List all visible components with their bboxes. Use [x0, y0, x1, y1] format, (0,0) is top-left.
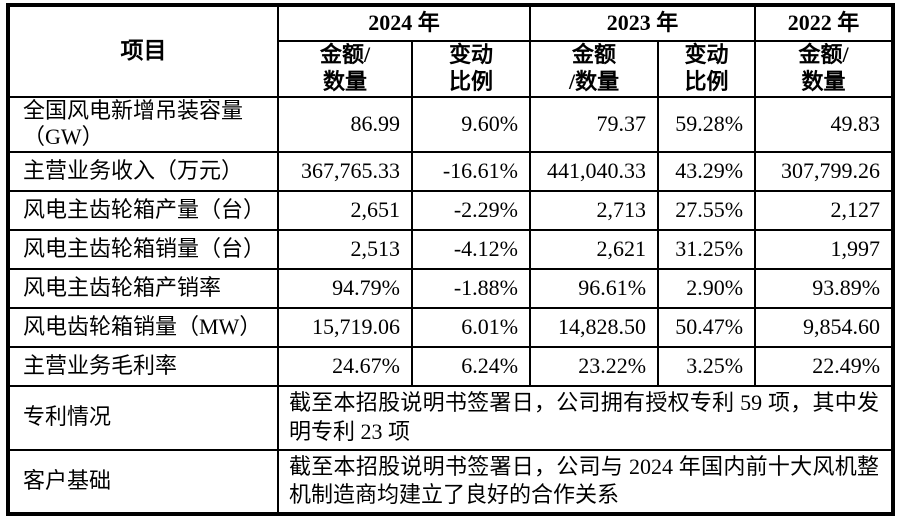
year-header-2022: 2022 年: [754, 4, 895, 42]
cell-amount-2024: 24.67%: [277, 346, 413, 388]
subheader-amount-2024: 金额/ 数量: [277, 40, 413, 98]
row-label: 风电主齿轮箱销量（台）: [7, 229, 279, 271]
table-row: 主营业务毛利率 24.67% 6.24% 23.22% 3.25% 22.49%: [7, 346, 895, 388]
subheader-amount-2022: 金额/ 数量: [754, 40, 895, 98]
cell-change-2023: 27.55%: [657, 190, 757, 232]
cell-change-2024: -1.88%: [410, 268, 532, 310]
header-year-row: 项目 2024 年 2023 年 2022 年: [7, 4, 895, 98]
cell-amount-2022: 93.89%: [754, 268, 895, 310]
cell-change-2024: 9.60%: [410, 95, 532, 154]
cell-amount-2023: 2,621: [529, 229, 660, 271]
table-row: 风电齿轮箱销量（MW） 15,719.06 6.01% 14,828.50 50…: [7, 307, 895, 349]
cell-change-2024: 6.24%: [410, 346, 532, 388]
cell-change-2024: -2.29%: [410, 190, 532, 232]
cell-change-2023: 31.25%: [657, 229, 757, 271]
row-label: 主营业务毛利率: [7, 346, 279, 388]
cell-amount-2022: 22.49%: [754, 346, 895, 388]
cell-change-2024: -4.12%: [410, 229, 532, 271]
item-column-header: 项目: [7, 4, 279, 98]
cell-change-2024: 6.01%: [410, 307, 532, 349]
row-label: 主营业务收入（万元）: [7, 151, 279, 193]
cell-amount-2024: 367,765.33: [277, 151, 413, 193]
cell-amount-2023: 79.37: [529, 95, 660, 154]
table-row: 主营业务收入（万元） 367,765.33 -16.61% 441,040.33…: [7, 151, 895, 193]
table-row: 风电主齿轮箱产销率 94.79% -1.88% 96.61% 2.90% 93.…: [7, 268, 895, 310]
row-label: 专利情况: [7, 385, 279, 451]
year-header-2024: 2024 年: [276, 4, 532, 42]
cell-change-2023: 43.29%: [657, 151, 757, 193]
cell-change-2023: 2.90%: [657, 268, 757, 310]
subheader-change-2023: 变动 比例: [657, 40, 757, 98]
cell-amount-2023: 441,040.33: [529, 151, 660, 193]
patent-description: 截至本招股说明书签署日，公司拥有授权专利 59 项，其中发明专利 23 项: [276, 385, 895, 451]
row-label: 风电主齿轮箱产量（台）: [7, 190, 279, 232]
table-row: 风电主齿轮箱销量（台） 2,513 -4.12% 2,621 31.25% 1,…: [7, 229, 895, 271]
row-label: 全国风电新增吊装容量 （GW）: [7, 95, 279, 154]
cell-amount-2022: 307,799.26: [754, 151, 895, 193]
cell-amount-2024: 15,719.06: [277, 307, 413, 349]
cell-amount-2023: 2,713: [529, 190, 660, 232]
row-label: 风电齿轮箱销量（MW）: [7, 307, 279, 349]
cell-change-2023: 50.47%: [657, 307, 757, 349]
customer-row: 客户基础 截至本招股说明书签署日，公司与 2024 年国内前十大风机整机制造商均…: [7, 448, 895, 515]
cell-amount-2024: 94.79%: [277, 268, 413, 310]
subheader-amount-2023: 金额 /数量: [529, 40, 660, 98]
cell-amount-2024: 86.99: [277, 95, 413, 154]
cell-change-2023: 59.28%: [657, 95, 757, 154]
financial-overview-table: 项目 2024 年 2023 年 2022 年 金额/ 数量 变动 比例 金额 …: [6, 3, 896, 516]
subheader-change-2024: 变动 比例: [410, 40, 532, 98]
cell-amount-2022: 2,127: [754, 190, 895, 232]
table-row: 全国风电新增吊装容量 （GW） 86.99 9.60% 79.37 59.28%…: [7, 95, 895, 154]
cell-amount-2024: 2,651: [277, 190, 413, 232]
cell-amount-2023: 96.61%: [529, 268, 660, 310]
customer-description: 截至本招股说明书签署日，公司与 2024 年国内前十大风机整机制造商均建立了良好…: [276, 448, 895, 515]
table-row: 风电主齿轮箱产量（台） 2,651 -2.29% 2,713 27.55% 2,…: [7, 190, 895, 232]
header-sub-row: 金额/ 数量 变动 比例 金额 /数量 变动 比例 金额/ 数量: [8, 40, 895, 98]
row-label: 客户基础: [7, 448, 279, 515]
cell-change-2023: 3.25%: [657, 346, 757, 388]
row-label: 风电主齿轮箱产销率: [7, 268, 279, 310]
cell-change-2024: -16.61%: [410, 151, 532, 193]
cell-amount-2024: 2,513: [277, 229, 413, 271]
cell-amount-2022: 9,854.60: [754, 307, 895, 349]
year-header-2023: 2023 年: [529, 4, 757, 42]
cell-amount-2022: 49.83: [754, 95, 895, 154]
cell-amount-2023: 23.22%: [529, 346, 660, 388]
cell-amount-2022: 1,997: [754, 229, 895, 271]
cell-amount-2023: 14,828.50: [529, 307, 660, 349]
patent-row: 专利情况 截至本招股说明书签署日，公司拥有授权专利 59 项，其中发明专利 23…: [7, 385, 895, 451]
